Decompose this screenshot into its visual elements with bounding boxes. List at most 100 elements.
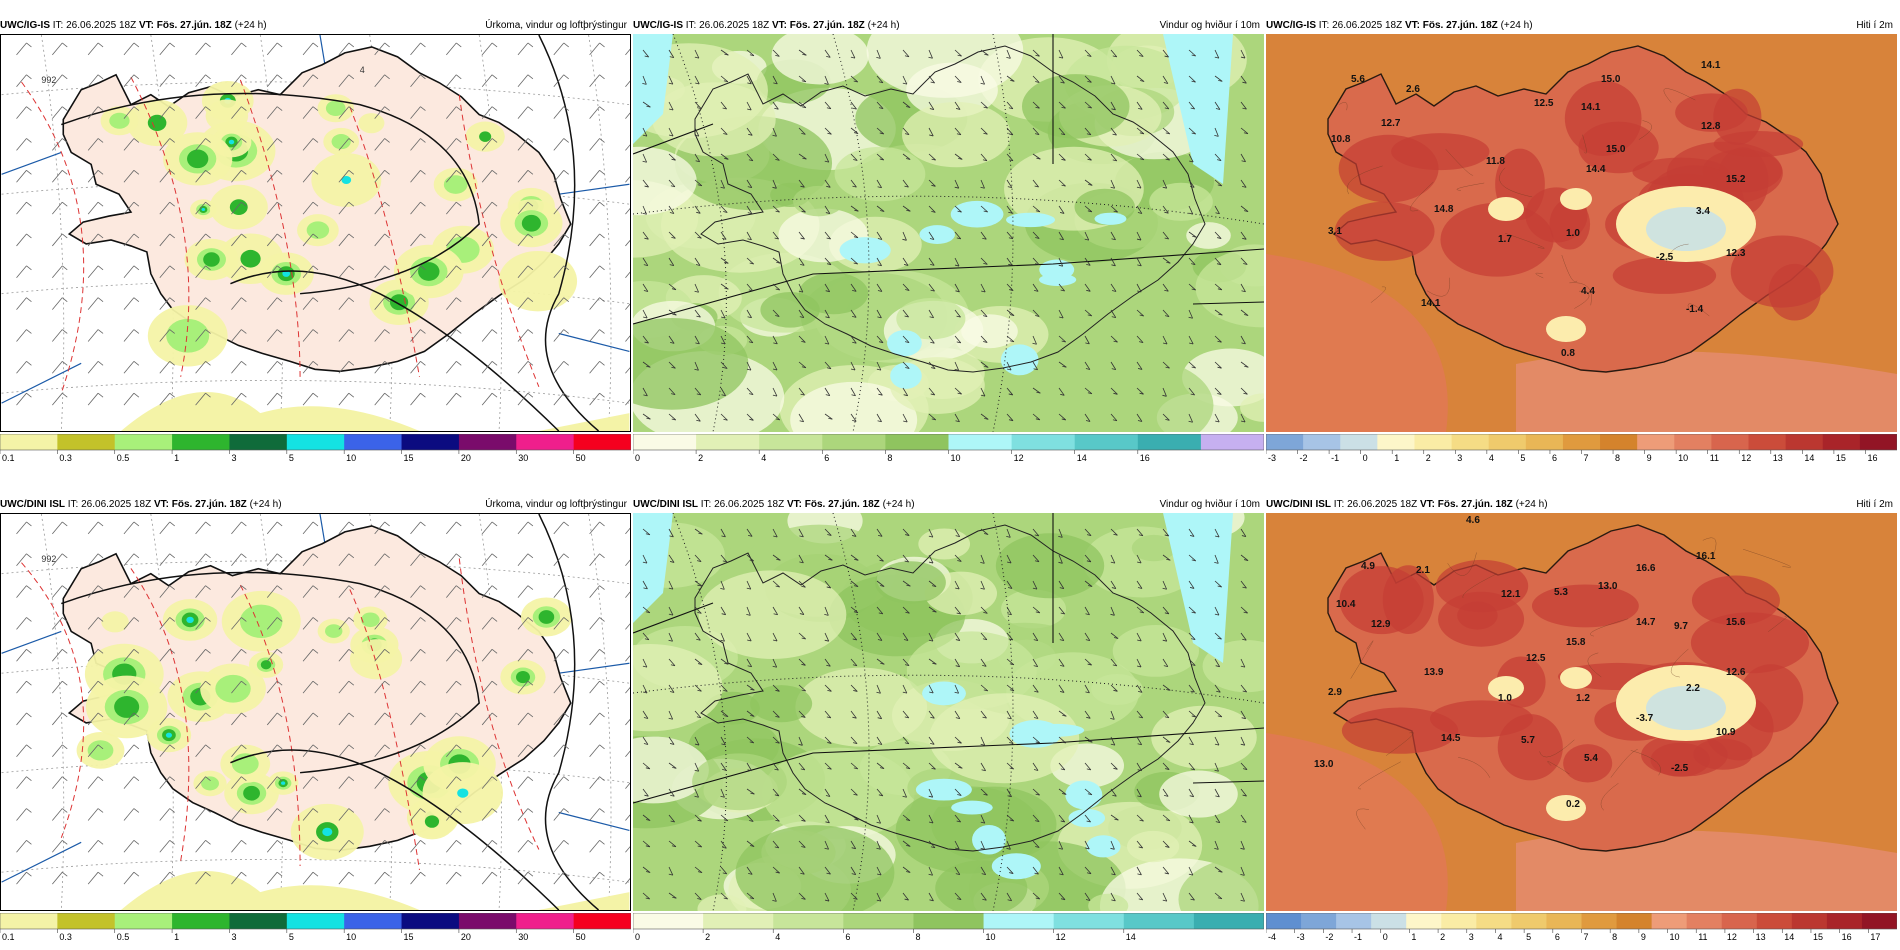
panel-title: Úrkoma, vindur og loftþrýstingur (485, 20, 627, 31)
colorbar-tick-label: 5 (1526, 932, 1531, 942)
it-label: IT: (685, 20, 697, 31)
model-name: UWC/IG-IS (1266, 20, 1316, 31)
colorbar-tick-label: 12 (1056, 932, 1066, 942)
colorbar-tick-label: 0 (635, 453, 640, 463)
colorbar-tick-label: 1 (1411, 932, 1416, 942)
temperature-colorbar: -4 -3 -2 -1 0 1 2 3 4 5 6 7 8 9 10 11 12 13 14 15 16 17 (1266, 913, 1897, 943)
wind-colorbar: 0 2 4 6 8 10 12 14 (633, 913, 1264, 943)
vt-value: Fös. 27.jún. 18Z (171, 499, 247, 510)
colorbar-tick-label: 6 (824, 453, 829, 463)
colorbar-tick-label: 30 (518, 932, 528, 942)
it-label: IT: (1333, 499, 1345, 510)
colorbar-swatch (1406, 913, 1442, 929)
colorbar-tick-label: 3 (231, 453, 236, 463)
colorbar-tick-label: 11 (1710, 453, 1719, 463)
colorbar-swatch (57, 913, 116, 929)
colorbar-tick-label: 8 (915, 932, 920, 942)
colorbar-tick-label: 50 (576, 453, 586, 463)
temperature-value-label: 9.7 (1674, 621, 1688, 632)
wind-speed-shading (633, 513, 1264, 911)
colorbar-tick-label: 10 (1670, 932, 1680, 942)
vt-label: VT: (771, 20, 787, 31)
colorbar-tick-label: 0.3 (59, 932, 72, 942)
colorbar-swatch (1414, 434, 1453, 450)
colorbar-tick-label: 0.5 (117, 932, 130, 942)
panel-header: UWC/IG-IS IT: 26.06.2025 18Z VT: Fös. 27… (633, 18, 1264, 34)
colorbar-tick-label: 50 (576, 932, 586, 942)
temperature-value-label: 13.0 (1314, 759, 1334, 770)
colorbar-tick-label: 12 (1727, 932, 1737, 942)
it-value: 26.06.2025 18Z (714, 499, 785, 510)
colorbar-swatch (1637, 434, 1675, 450)
wind-map-svg (633, 34, 1264, 432)
temperature-value-label: 10.4 (1336, 599, 1356, 610)
colorbar-swatch (172, 434, 230, 450)
colorbar-svg: -3 -2 -1 0 1 2 3 4 5 6 7 8 9 10 11 12 13 14 15 16 (1266, 434, 1897, 463)
precip-map-svg: 992 4 (1, 35, 630, 431)
temperature-labels: 5.62.615.014.112.5 14.112.7 12.810.815.014… (1328, 60, 1746, 359)
colorbar-swatch (286, 913, 345, 929)
colorbar-tick-label: 14 (1077, 453, 1087, 463)
vt-value: Fös. 27.jún. 18Z (1422, 20, 1498, 31)
colorbar-tick-label: -2 (1325, 932, 1333, 942)
colorbar-swatch (229, 913, 288, 929)
colorbar-swatch (1546, 913, 1582, 929)
temperature-value-label: 0.2 (1566, 799, 1580, 810)
colorbar-tick-label: 2 (705, 932, 710, 942)
colorbar-tick-label: 13 (1756, 932, 1766, 942)
colorbar-swatch (913, 913, 985, 929)
wind-arrows (642, 49, 1249, 423)
colorbar-swatch (703, 913, 774, 929)
colorbar-swatch (57, 434, 116, 450)
colorbar-tick-label: 15 (404, 932, 414, 942)
colorbar-swatch (1616, 913, 1653, 929)
colorbar-tick-label: 9 (1647, 453, 1652, 463)
colorbar-swatch (983, 913, 1055, 929)
colorbar-swatch (1137, 434, 1202, 450)
temperature-value-label: 14.1 (1701, 60, 1721, 71)
isotherm-lines (21, 76, 540, 394)
colorbar-swatch (1861, 913, 1897, 929)
colorbar-tick-label: 4 (1497, 932, 1502, 942)
colorbar-tick-label: 14 (1126, 932, 1136, 942)
temperature-value-label: 3.1 (1328, 226, 1342, 237)
island-outline (694, 524, 1206, 852)
vt-label: VT: (786, 499, 802, 510)
wind-map (633, 513, 1264, 911)
temperature-value-label: 1.0 (1498, 693, 1512, 704)
lead-time: (+24 h) (1500, 20, 1533, 31)
colorbar-swatch (1303, 434, 1341, 450)
temperature-value-label: 5.3 (1554, 587, 1568, 598)
temperature-value-label: 4.6 (1466, 515, 1480, 526)
colorbar-swatch (1686, 913, 1723, 929)
temperature-value-label: 12.9 (1371, 619, 1391, 630)
wind-map (633, 34, 1264, 432)
wind-arrows (642, 528, 1249, 902)
colorbar-tick-label: 15 (404, 453, 414, 463)
colorbar-swatch (1562, 434, 1601, 450)
colorbar-swatch (1711, 434, 1750, 450)
colorbar-swatch (1791, 913, 1828, 929)
colorbar-tick-label: 10 (986, 932, 996, 942)
colorbar-swatch (1826, 913, 1863, 929)
temperature-value-label: 2.1 (1416, 565, 1430, 576)
colorbar-tick-label: 8 (887, 453, 892, 463)
colorbar-tick-label: 2 (1440, 932, 1445, 942)
colorbar-swatch (1822, 434, 1861, 450)
colorbar-swatch (1193, 913, 1264, 929)
colorbar-tick-label: 12 (1014, 453, 1024, 463)
vt-label: VT: (1404, 20, 1420, 31)
colorbar-tick-label: 30 (518, 453, 528, 463)
colorbar-svg: 0 2 4 6 8 10 12 14 16 (633, 434, 1264, 463)
colorbar-tick-label: 13 (1773, 453, 1783, 463)
temperature-value-label: 15.0 (1601, 74, 1621, 85)
colorbar-swatch (172, 913, 230, 929)
precip-colorbar: 0.1 0.3 0.5 1 3 5 10 15 20 30 50 (0, 913, 631, 943)
temperature-value-label: 14.5 (1441, 733, 1461, 744)
colorbar-tick-label: 10 (951, 453, 961, 463)
colorbar-tick-label: 1 (174, 932, 179, 942)
temperature-value-label: 15.8 (1566, 637, 1586, 648)
colorbar-tick-label: 2 (1426, 453, 1431, 463)
colorbar-swatch (344, 913, 403, 929)
colorbar-tick-label: 4 (1489, 453, 1494, 463)
